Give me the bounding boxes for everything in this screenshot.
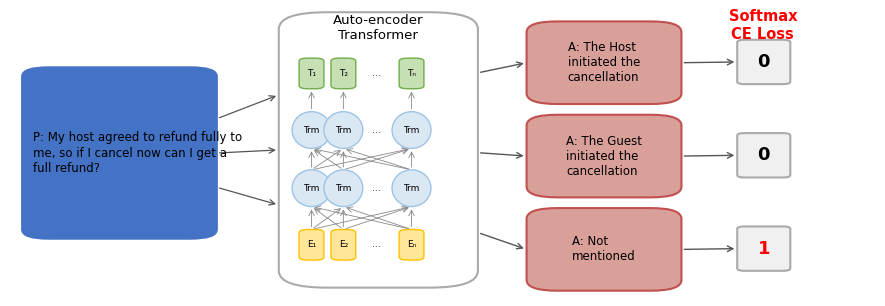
Text: T₂: T₂ xyxy=(339,69,348,78)
Ellipse shape xyxy=(292,170,331,207)
Text: Trm: Trm xyxy=(404,125,419,135)
Text: A: Not
mentioned: A: Not mentioned xyxy=(572,235,636,263)
FancyBboxPatch shape xyxy=(331,230,356,260)
FancyBboxPatch shape xyxy=(737,226,790,271)
FancyBboxPatch shape xyxy=(279,12,478,288)
FancyBboxPatch shape xyxy=(737,40,790,84)
FancyBboxPatch shape xyxy=(299,58,324,89)
FancyBboxPatch shape xyxy=(399,230,424,260)
Text: ...: ... xyxy=(372,125,381,135)
Text: A: The Host
initiated the
cancellation: A: The Host initiated the cancellation xyxy=(568,41,640,84)
Text: Trm: Trm xyxy=(304,184,319,193)
Ellipse shape xyxy=(324,170,363,207)
Text: ...: ... xyxy=(372,184,381,193)
Ellipse shape xyxy=(324,112,363,148)
FancyBboxPatch shape xyxy=(737,133,790,177)
FancyBboxPatch shape xyxy=(299,230,324,260)
Text: Auto-encoder
Transformer: Auto-encoder Transformer xyxy=(333,14,424,42)
FancyBboxPatch shape xyxy=(331,58,356,89)
FancyBboxPatch shape xyxy=(527,21,681,104)
Text: ...: ... xyxy=(372,240,381,249)
Text: T₁: T₁ xyxy=(307,69,316,78)
FancyBboxPatch shape xyxy=(399,58,424,89)
Ellipse shape xyxy=(292,112,331,148)
Text: A: The Guest
initiated the
cancellation: A: The Guest initiated the cancellation xyxy=(566,135,642,177)
Text: Eₙ: Eₙ xyxy=(407,240,416,249)
Ellipse shape xyxy=(392,112,431,148)
Text: Softmax
CE Loss: Softmax CE Loss xyxy=(728,9,797,42)
FancyBboxPatch shape xyxy=(22,67,217,239)
Text: 0: 0 xyxy=(758,53,770,71)
FancyBboxPatch shape xyxy=(527,115,681,197)
Text: Trm: Trm xyxy=(404,184,419,193)
Ellipse shape xyxy=(392,170,431,207)
Text: Tₙ: Tₙ xyxy=(407,69,416,78)
Text: E₁: E₁ xyxy=(307,240,316,249)
Text: E₂: E₂ xyxy=(339,240,348,249)
Text: 1: 1 xyxy=(758,240,770,258)
Text: Trm: Trm xyxy=(304,125,319,135)
Text: Trm: Trm xyxy=(335,125,351,135)
Text: ...: ... xyxy=(372,69,381,78)
Text: P: My host agreed to refund fully to
me, so if I cancel now can I get a
full ref: P: My host agreed to refund fully to me,… xyxy=(33,132,242,174)
Text: 0: 0 xyxy=(758,146,770,164)
FancyBboxPatch shape xyxy=(527,208,681,291)
Text: Trm: Trm xyxy=(335,184,351,193)
